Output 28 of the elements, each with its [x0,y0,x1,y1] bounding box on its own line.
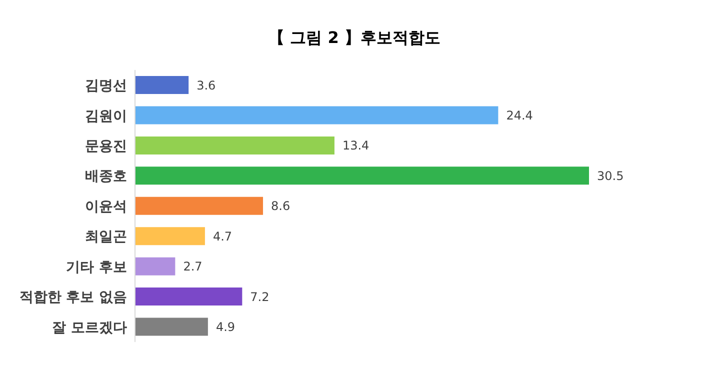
data-label: 24.4 [506,108,533,122]
data-label: 13.4 [342,138,370,153]
bar [135,227,205,246]
y-tick-label: 배종호 [85,168,127,185]
bar [135,76,189,94]
data-label: 2.7 [183,260,202,274]
bar [135,136,334,154]
bar [135,318,208,336]
data-label: 8.6 [271,199,290,214]
data-label: 30.5 [597,168,624,183]
data-label: 4.9 [216,320,236,334]
bar [135,257,176,276]
bar [135,288,242,306]
y-tick-label: 최일곤 [85,229,127,246]
bar [135,166,589,185]
y-tick-label: 잘 모르겠다 [52,320,127,336]
y-tick-label: 적합한 후보 없음 [19,290,127,306]
bar [135,196,264,215]
data-label: 4.7 [212,229,232,244]
bar [135,106,498,124]
y-tick-label: 김명선 [85,78,127,94]
y-tick-label: 문용진 [85,138,127,155]
y-tick-label: 김원이 [85,108,127,124]
data-label: 3.6 [196,78,216,92]
y-tick-label: 이윤석 [85,198,127,215]
y-tick-label: 기타 후보 [66,259,127,276]
chart-title: 【 그림 2 】후보적합도 [268,28,442,49]
data-label: 7.2 [250,290,270,304]
